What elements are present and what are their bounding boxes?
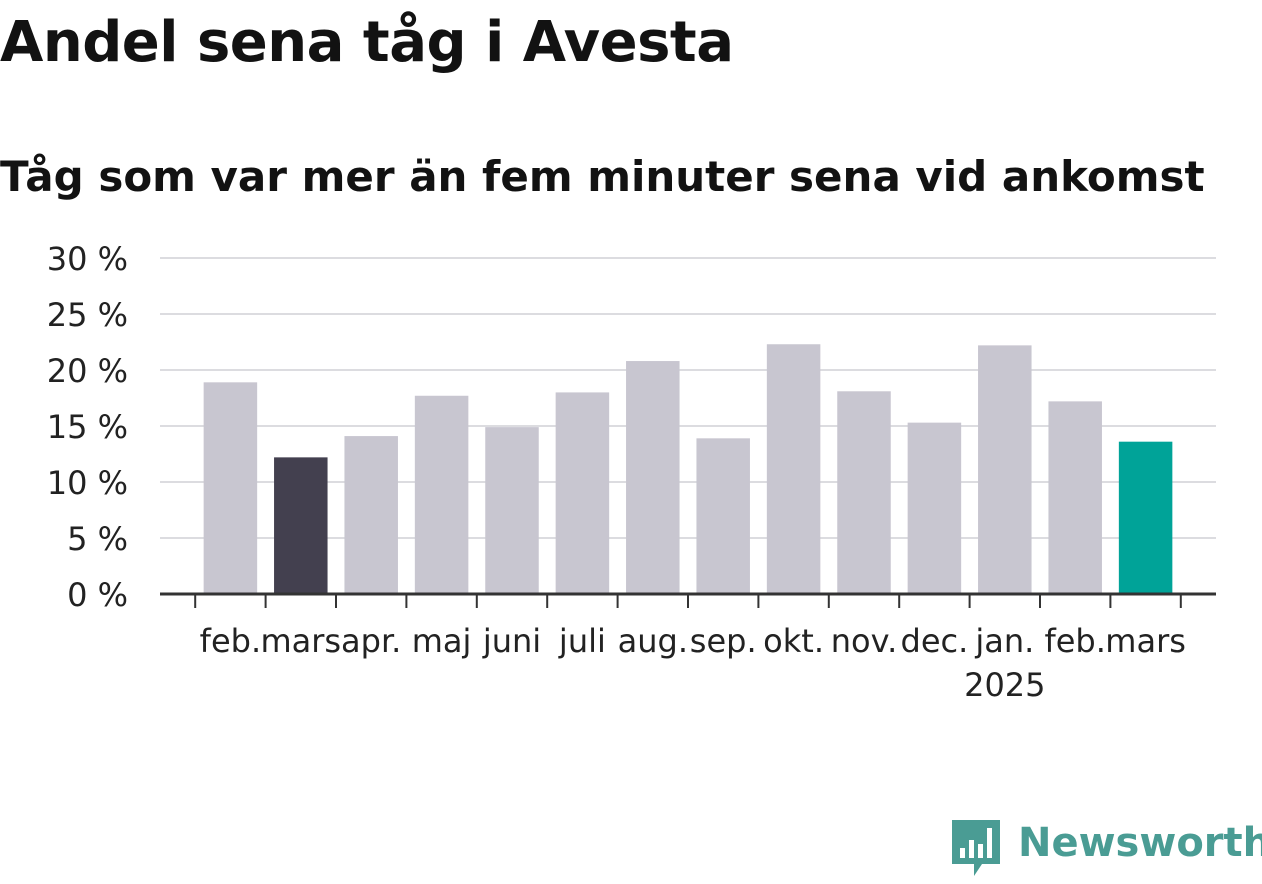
x-tick-label: sep. [690,622,757,660]
bar-7 [696,438,750,594]
y-tick-label: 20 % [47,352,128,390]
bar-6 [626,361,680,594]
bar-9 [837,391,891,594]
bar-8 [766,344,821,594]
bars [203,344,1173,594]
bar-1 [274,457,328,594]
chart-subtitle: Tåg som var mer än fem minuter sena vid … [0,152,1205,201]
x-axis [160,592,1216,608]
y-tick-label: 15 % [47,408,128,446]
chart-title: Andel sena tåg i Avesta [0,10,734,75]
x-tick-label: feb. [1044,622,1105,660]
x-tick-label: maj [412,622,472,660]
x-tick-label: dec. [901,622,969,660]
bar-2 [344,436,398,594]
x-tick-label: juli [558,622,606,660]
bar-4 [485,427,539,594]
logo-text: Newsworthy [1018,820,1262,866]
x-tick-label: apr. [341,622,401,660]
bar-chart: 0 %5 %10 %15 %20 %25 %30 % feb. mars apr. m… [47,240,1216,704]
bar-13 [1118,441,1173,594]
newsworthy-chart-icon [952,820,1000,876]
x-tick-label: jan. [974,622,1034,660]
bar-12 [1048,401,1102,594]
x-tick-label: juni [482,622,541,660]
x-tick-label: nov. [831,622,897,660]
bar-10 [907,422,962,594]
y-tick-label: 5 % [67,520,128,558]
y-tick-label: 10 % [47,464,128,502]
x-tick-label: feb. [200,622,261,660]
x-tick-label: okt. [763,622,824,660]
x-tick-label: mars [1105,622,1186,660]
bar-0 [203,382,258,594]
y-tick-label: 30 % [47,240,128,278]
x-axis-labels: feb. mars apr. maj juni juli aug. sep. okt. nov. d… [200,622,1186,704]
bar-5 [555,392,610,594]
bar-3 [414,395,469,594]
x-tick-label: aug. [618,622,688,660]
gridlines [160,257,1216,539]
y-tick-label: 0 % [67,576,128,614]
bar-11 [978,345,1032,594]
year-label: 2025 [964,666,1045,704]
y-axis-labels: 0 % 5 % 10 % 15 % 20 % 25 % 30 % [47,240,128,614]
y-tick-label: 25 % [47,296,128,334]
newsworthy-logo: Newsworthy [950,818,1262,880]
x-tick-label: mars [260,622,341,660]
